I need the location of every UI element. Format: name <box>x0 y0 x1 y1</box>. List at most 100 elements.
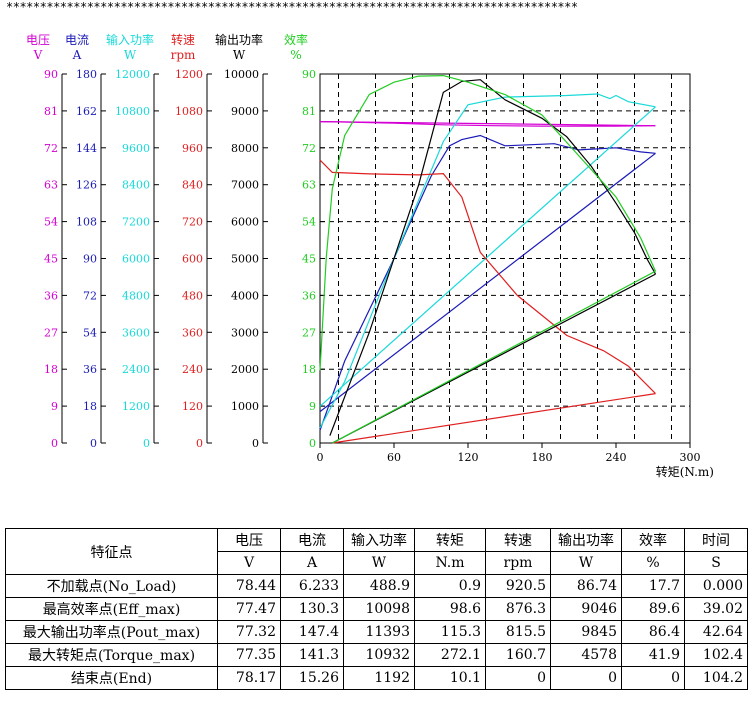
cell-value: 89.6 <box>621 597 685 621</box>
series-line <box>319 152 656 413</box>
y-tick-label: 600 <box>182 253 203 266</box>
cell-value: 10.1 <box>414 666 486 690</box>
y-tick-label: 81 <box>44 105 58 118</box>
y-tick-label: 5000 <box>231 253 259 266</box>
characteristic-table: 特征点 电压 电流 输入功率 转矩 转速 输出功率 效率 时间 V A W N.… <box>5 528 748 690</box>
cell-value: 77.35 <box>217 643 281 667</box>
cell-value: 78.17 <box>217 666 281 690</box>
y-tick-label: 960 <box>182 142 203 155</box>
y-tick-label: 18 <box>83 400 97 413</box>
table-header-row: 特征点 电压 电流 输入功率 转矩 转速 输出功率 效率 时间 <box>5 528 748 575</box>
y-tick-label: 1080 <box>175 105 203 118</box>
header-output-power: 输出功率 <box>550 528 622 552</box>
header-input-power: 输入功率 <box>343 528 415 552</box>
cell-value: 488.9 <box>343 574 415 598</box>
unit-torque: N.m <box>414 551 486 575</box>
header-current: 电流 <box>280 528 344 552</box>
y-tick-label: 8000 <box>231 142 259 155</box>
y-tick-label: 180 <box>76 68 97 81</box>
cell-value: 141.3 <box>280 643 344 667</box>
y-tick-label: 2400 <box>122 363 150 376</box>
y-axis-unit: % <box>290 48 301 62</box>
cell-value: 78.44 <box>217 574 281 598</box>
cell-value: 815.5 <box>485 620 551 644</box>
unit-output-power: W <box>550 551 622 575</box>
y-axes-group: 09182736455463728190电压V01836547290108126… <box>26 32 325 450</box>
row-name: 最大转矩点(Torque_max) <box>5 643 218 667</box>
series-line <box>319 159 656 395</box>
cell-value: 4578 <box>550 643 622 667</box>
y-tick-label: 7200 <box>122 216 150 229</box>
cell-value: 920.5 <box>485 574 551 598</box>
y-tick-label: 840 <box>182 179 203 192</box>
y-tick-label: 144 <box>76 142 97 155</box>
y-tick-label: 9000 <box>231 105 259 118</box>
y-tick-label: 10800 <box>115 105 150 118</box>
y-axis-unit: rpm <box>171 48 196 62</box>
y-tick-label: 6000 <box>231 216 259 229</box>
y-tick-label: 45 <box>44 253 58 266</box>
cell-value: 41.9 <box>621 643 685 667</box>
y-tick-label: 54 <box>44 216 58 229</box>
cell-value: 0.9 <box>414 574 486 598</box>
y-tick-label: 36 <box>302 289 316 302</box>
cell-value: 6.233 <box>280 574 344 598</box>
row-name: 不加载点(No_Load) <box>5 574 218 598</box>
y-tick-label: 720 <box>182 216 203 229</box>
y-tick-label: 27 <box>302 326 316 339</box>
y-tick-label: 126 <box>76 179 97 192</box>
cell-value: 77.32 <box>217 620 281 644</box>
cell-value: 0 <box>621 666 685 690</box>
y-tick-label: 72 <box>302 142 316 155</box>
y-axis-name: 转速 <box>171 32 195 47</box>
cell-value: 1192 <box>343 666 415 690</box>
x-axis-label: 转矩(N.m) <box>656 464 714 479</box>
y-tick-label: 6000 <box>122 253 150 266</box>
y-tick-label: 0 <box>252 437 259 450</box>
y-tick-label: 54 <box>302 216 316 229</box>
table-row-no-load: 不加载点(No_Load) 78.44 6.233 488.9 0.9 920.… <box>5 574 748 598</box>
y-axis-unit: W <box>233 48 246 62</box>
y-axis-unit: V <box>33 48 43 62</box>
x-tick-label: 180 <box>532 451 553 464</box>
characteristic-table-wrap: 特征点 电压 电流 输入功率 转矩 转速 输出功率 效率 时间 V A W N.… <box>5 528 748 690</box>
header-star-line: ****************************************… <box>6 0 578 14</box>
cell-value: 39.02 <box>684 597 748 621</box>
y-tick-label: 63 <box>44 179 58 192</box>
y-tick-label: 45 <box>302 253 316 266</box>
cell-value: 0.000 <box>684 574 748 598</box>
header-efficiency: 效率 <box>621 528 685 552</box>
y-tick-label: 18 <box>302 363 316 376</box>
cell-value: 0 <box>485 666 551 690</box>
y-tick-label: 0 <box>143 437 150 450</box>
y-tick-label: 2000 <box>231 363 259 376</box>
y-tick-label: 63 <box>302 179 316 192</box>
table-row-eff-max: 最高效率点(Eff_max) 77.47 130.3 10098 98.6 87… <box>5 597 748 621</box>
cell-value: 98.6 <box>414 597 486 621</box>
table-row-pout-max: 最大输出功率点(Pout_max) 77.32 147.4 11393 115.… <box>5 620 748 644</box>
y-tick-label: 1200 <box>122 400 150 413</box>
y-tick-label: 0 <box>51 437 58 450</box>
header-voltage: 电压 <box>217 528 281 552</box>
y-tick-label: 4800 <box>122 289 150 302</box>
cell-value: 147.4 <box>280 620 344 644</box>
row-name: 最大输出功率点(Pout_max) <box>5 620 218 644</box>
y-tick-label: 240 <box>182 363 203 376</box>
y-tick-label: 90 <box>44 68 58 81</box>
y-tick-label: 480 <box>182 289 203 302</box>
y-tick-label: 10000 <box>224 68 259 81</box>
y-tick-label: 12000 <box>115 68 150 81</box>
cell-value: 9046 <box>550 597 622 621</box>
y-tick-label: 90 <box>302 68 316 81</box>
y-axis-name: 电流 <box>65 33 89 47</box>
cell-value: 77.47 <box>217 597 281 621</box>
cell-value: 10098 <box>343 597 415 621</box>
y-tick-label: 360 <box>182 326 203 339</box>
cell-value: 10932 <box>343 643 415 667</box>
cell-value: 272.1 <box>414 643 486 667</box>
y-tick-label: 0 <box>309 437 316 450</box>
series-line <box>332 393 656 444</box>
cell-value: 115.3 <box>414 620 486 644</box>
cell-value: 876.3 <box>485 597 551 621</box>
cell-value: 104.2 <box>684 666 748 690</box>
